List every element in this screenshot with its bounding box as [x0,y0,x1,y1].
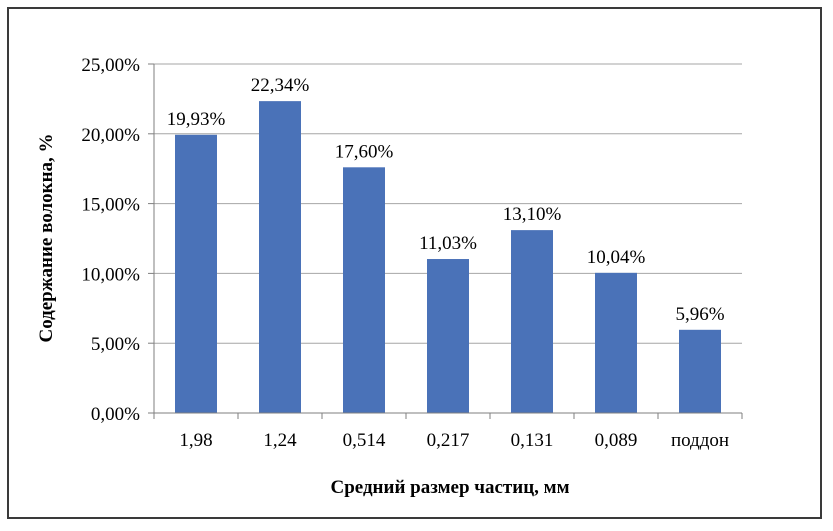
y-tick-label: 25,00% [81,55,140,76]
data-label: 10,04% [587,247,646,268]
y-axis-title: Содержание волокна, % [36,133,57,342]
y-tick-label: 10,00% [81,264,140,285]
y-tick-label: 5,00% [91,334,140,355]
bar [595,272,637,413]
bar [343,167,385,413]
data-label: 13,10% [503,204,562,225]
x-tick-label: 1,98 [179,430,212,451]
x-tick-label: поддон [671,430,729,451]
bar [679,329,721,413]
x-tick-labels: 1,98 1,24 0,514 0,217 0,131 0,089 поддон [179,430,729,451]
x-tick-label: 1,24 [263,430,297,451]
x-tick-label: 0,089 [595,430,638,451]
bar [427,259,469,413]
y-tick-label: 0,00% [91,404,140,425]
y-tick-label: 20,00% [81,125,140,146]
bar [259,101,301,413]
data-label: 17,60% [335,141,394,162]
data-label: 19,93% [167,109,226,130]
data-label: 22,34% [251,75,310,96]
y-tick-labels: 0,00% 5,00% 10,00% 15,00% 20,00% 25,00% [81,55,140,425]
bar [175,134,217,413]
bar [511,230,553,413]
y-tick-label: 15,00% [81,195,140,216]
bars [175,101,721,413]
x-tick-label: 0,131 [511,430,554,451]
chart-frame [7,7,822,519]
x-axis-title: Средний размер частиц, мм [330,477,569,498]
data-label: 5,96% [675,304,724,325]
x-tick-label: 0,217 [427,430,470,451]
axes [148,63,743,419]
data-labels: 19,93% 22,34% 17,60% 11,03% 13,10% 10,04% 5,96… [167,75,725,325]
data-label: 11,03% [419,233,477,254]
x-tick-label: 0,514 [343,430,386,451]
